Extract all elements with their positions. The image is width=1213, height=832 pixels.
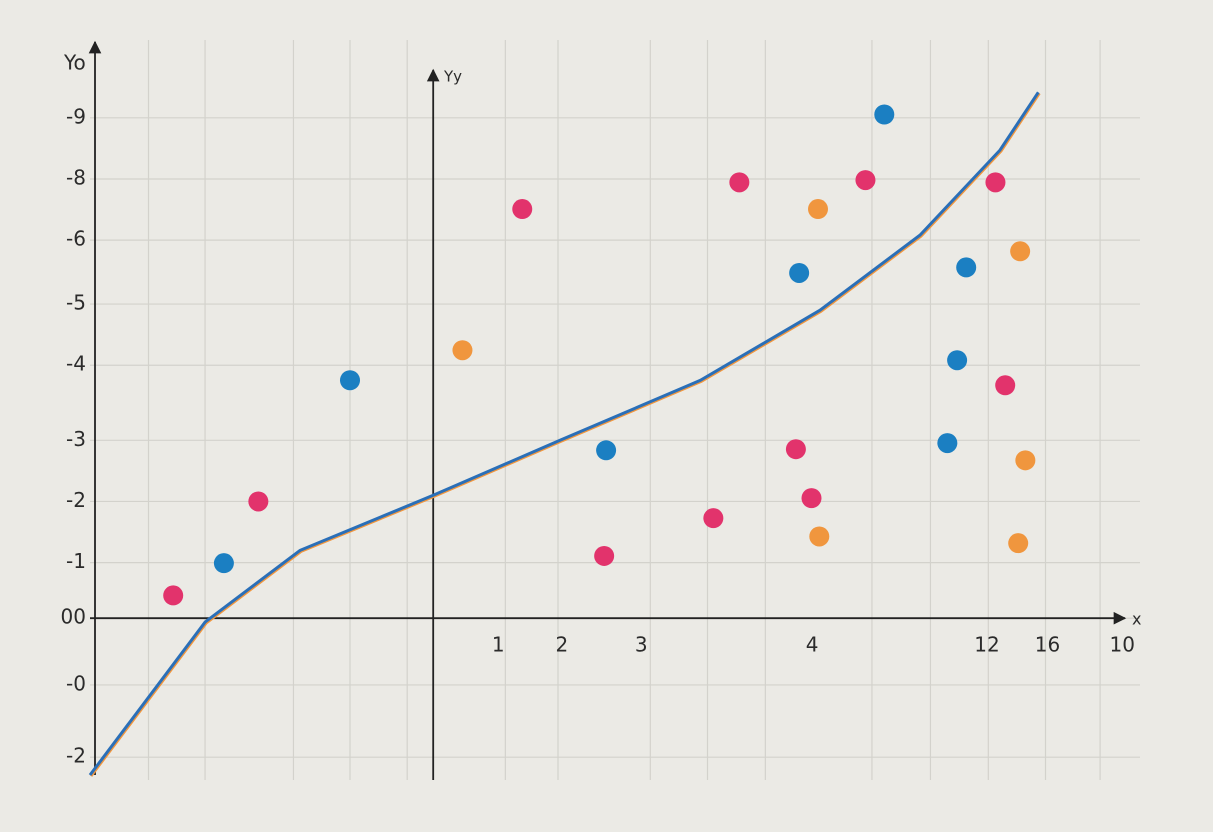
y-tick-label: -8 xyxy=(66,165,86,189)
point xyxy=(594,545,615,566)
point xyxy=(213,553,234,574)
point xyxy=(809,526,830,547)
point xyxy=(340,370,360,391)
x-tick-label: 3 xyxy=(635,633,648,657)
y-tick-label: -6 xyxy=(66,227,86,251)
curve xyxy=(88,91,1040,776)
point xyxy=(801,488,822,509)
point xyxy=(855,170,876,191)
marks xyxy=(88,91,1040,776)
point xyxy=(729,172,750,193)
point xyxy=(808,199,828,220)
y-tick-label: -3 xyxy=(66,427,86,451)
x-tick-label: 16 xyxy=(1035,633,1060,657)
point xyxy=(452,340,473,361)
y-tick-label: 00 xyxy=(61,605,86,629)
x-axis-label: x xyxy=(1132,610,1141,629)
point xyxy=(248,491,269,512)
x-tick-label: 1 xyxy=(492,633,505,657)
y-axis-label: Yo xyxy=(63,51,86,75)
y-tick-label: -2 xyxy=(66,488,86,512)
grid xyxy=(90,40,1140,780)
x-tick-label: 4 xyxy=(806,633,819,657)
x-tick-label: 2 xyxy=(556,633,569,657)
y-axis-label-2: Yy xyxy=(443,68,462,86)
y-tick-label: -9 xyxy=(66,104,86,128)
y-tick-label: -5 xyxy=(66,291,86,315)
x-tick-label: 10 xyxy=(1109,633,1134,657)
point xyxy=(1008,533,1029,554)
point xyxy=(995,375,1016,396)
y-tick-label: -2 xyxy=(66,744,86,768)
axes xyxy=(88,40,1127,780)
point xyxy=(985,172,1006,193)
point xyxy=(789,262,810,283)
point xyxy=(596,440,617,461)
y-tick-label: -0 xyxy=(66,671,86,695)
point xyxy=(874,104,895,125)
y-tick-label: -4 xyxy=(66,352,86,376)
point xyxy=(512,199,533,220)
y-tick-label: -1 xyxy=(66,549,86,573)
point xyxy=(947,350,968,371)
point xyxy=(785,439,806,460)
point xyxy=(937,433,958,454)
point xyxy=(703,508,724,529)
x-tick-label: 12 xyxy=(974,633,999,657)
point xyxy=(1010,241,1031,262)
point xyxy=(956,257,977,278)
point xyxy=(1015,450,1036,471)
point xyxy=(163,585,184,606)
